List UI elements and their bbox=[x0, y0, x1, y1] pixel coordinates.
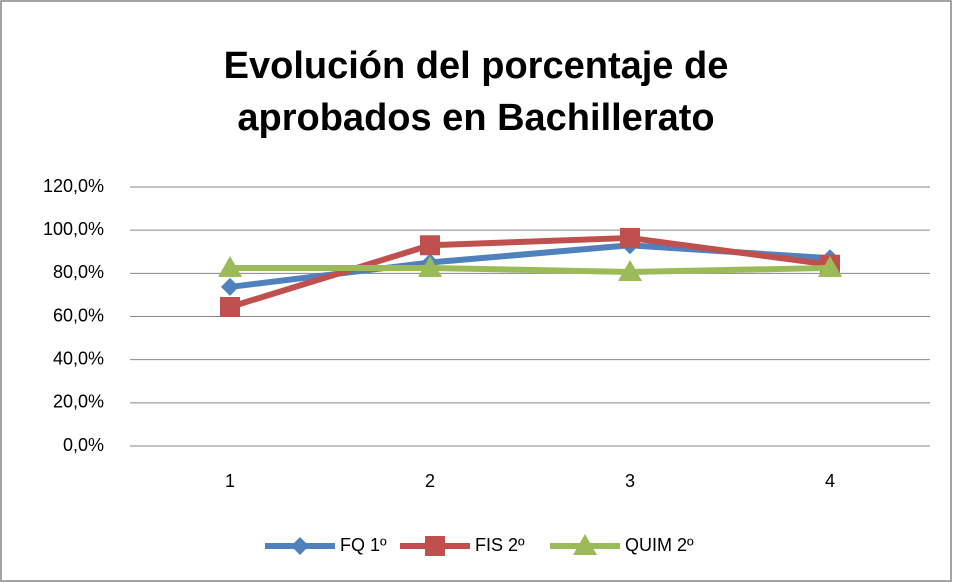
x-tick-label: 2 bbox=[425, 471, 435, 491]
legend-marker bbox=[291, 537, 309, 555]
legend-marker bbox=[425, 536, 445, 556]
x-tick-label: 1 bbox=[225, 471, 235, 491]
legend-label: FQ 1º bbox=[340, 535, 387, 555]
legend-label: FIS 2º bbox=[475, 535, 525, 555]
y-tick-label: 80,0% bbox=[53, 262, 104, 282]
y-tick-label: 0,0% bbox=[63, 435, 104, 455]
data-point bbox=[221, 277, 239, 296]
y-tick-label: 100,0% bbox=[43, 219, 104, 239]
data-point bbox=[818, 255, 842, 277]
data-point bbox=[418, 255, 442, 277]
y-tick-label: 20,0% bbox=[53, 392, 104, 412]
legend-label: QUIM 2º bbox=[625, 535, 694, 555]
data-point bbox=[618, 260, 642, 282]
legend-marker bbox=[573, 534, 597, 555]
y-tick-label: 40,0% bbox=[53, 348, 104, 368]
series-line bbox=[230, 264, 831, 276]
data-point bbox=[620, 227, 640, 248]
series-line bbox=[229, 234, 831, 310]
data-point bbox=[420, 235, 440, 256]
x-tick-label: 4 bbox=[825, 471, 835, 491]
x-tick-label: 3 bbox=[625, 471, 635, 491]
data-point bbox=[218, 255, 242, 277]
y-tick-label: 120,0% bbox=[43, 176, 104, 196]
y-tick-label: 60,0% bbox=[53, 305, 104, 325]
data-point bbox=[220, 297, 240, 318]
chart-title: Evolución del porcentaje de aprobados en… bbox=[223, 45, 729, 139]
